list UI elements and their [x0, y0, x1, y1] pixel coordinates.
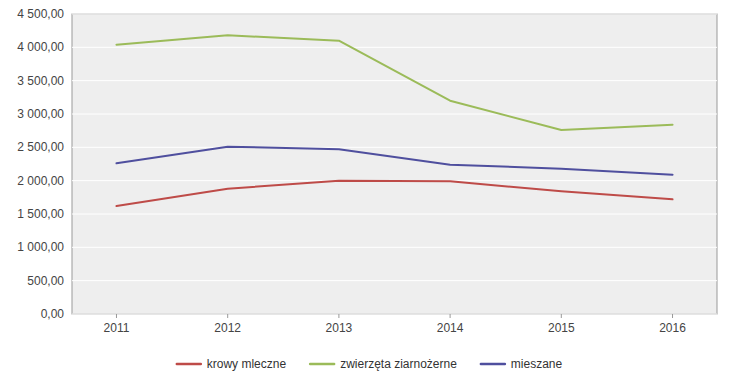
x-tick — [450, 314, 451, 318]
y-tick-label: 4 500,00 — [17, 7, 64, 21]
legend-item: krowy mleczne — [177, 357, 287, 371]
x-tick-label: 2013 — [326, 321, 353, 335]
y-tick-label: 3 500,00 — [17, 74, 64, 88]
x-tick — [672, 314, 673, 318]
y-tick-label: 1 500,00 — [17, 207, 64, 221]
legend-label: zwierzęta ziarnożerne — [340, 357, 457, 371]
grid-line — [72, 80, 717, 81]
y-tick-label: 1 000,00 — [17, 240, 64, 254]
y-tick-label: 2 500,00 — [17, 140, 64, 154]
y-tick-label: 0,00 — [41, 307, 65, 321]
grid-line — [72, 314, 717, 315]
legend-swatch — [310, 363, 334, 366]
legend-item: zwierzęta ziarnożerne — [310, 357, 457, 371]
y-tick-label: 2 000,00 — [17, 174, 64, 188]
x-tick — [338, 314, 339, 318]
legend-label: mieszane — [511, 357, 563, 371]
legend-swatch — [177, 363, 201, 366]
legend: krowy mleczne zwierzęta ziarnożerne miesza… — [177, 357, 563, 371]
x-tick-label: 2014 — [437, 321, 464, 335]
grid-line — [72, 14, 717, 15]
grid-line — [72, 47, 717, 48]
grid-line — [72, 114, 717, 115]
x-tick — [116, 314, 117, 318]
page: {"chart_data": { "type": "line", "x": [2… — [0, 0, 739, 384]
y-tick-label: 4 000,00 — [17, 40, 64, 54]
x-tick-label: 2011 — [104, 321, 130, 335]
y-tick-label: 500,00 — [27, 274, 64, 288]
plot-area — [72, 14, 717, 314]
series-line — [116, 181, 672, 206]
grid-line — [72, 214, 717, 215]
x-axis: 2011 2012 2013 2014 2015 2016 — [104, 314, 687, 335]
y-axis: 0,00 500,00 1 000,00 1 500,00 2 000,00 2 500,… — [17, 7, 717, 321]
chart: 0,00 500,00 1 000,00 1 500,00 2 000,00 2 500,… — [0, 0, 739, 384]
x-tick-label: 2012 — [214, 321, 241, 335]
x-tick — [561, 314, 562, 318]
legend-swatch — [481, 363, 505, 366]
legend-label: krowy mleczne — [207, 357, 287, 371]
series-line — [116, 147, 672, 175]
legend-item: mieszane — [481, 357, 563, 371]
series-line — [116, 35, 672, 130]
x-tick-label: 2015 — [548, 321, 575, 335]
grid-line — [72, 247, 717, 248]
x-tick-label: 2016 — [659, 321, 686, 335]
y-tick-label: 3 000,00 — [17, 107, 64, 121]
grid-line — [72, 280, 717, 281]
series-group — [116, 35, 672, 206]
grid-line — [72, 147, 717, 148]
x-tick — [227, 314, 228, 318]
